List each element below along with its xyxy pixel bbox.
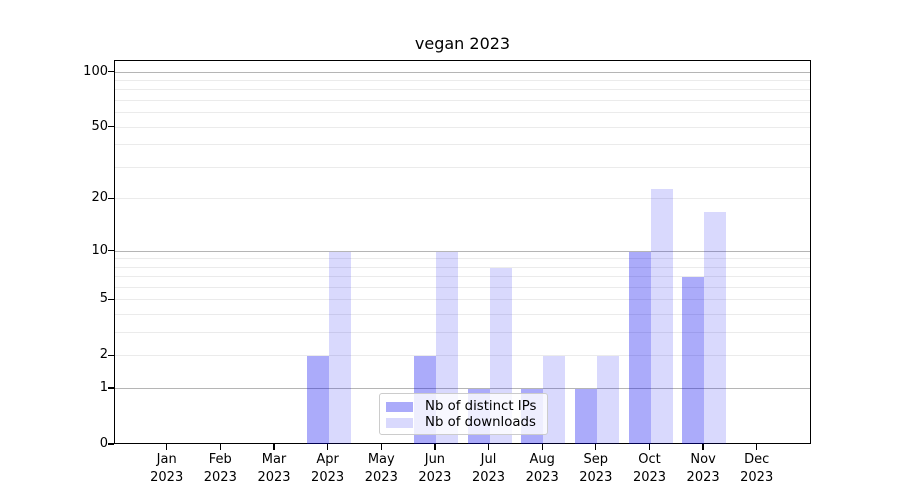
minor-gridline [115,112,810,114]
major-gridline [115,388,810,390]
legend-swatch-0 [386,401,413,412]
major-gridline [115,71,810,73]
bar-aug-2023-downloads [543,356,566,444]
minor-gridline [115,332,810,334]
legend-swatch-1 [386,417,413,428]
plot-area [114,60,811,444]
x-tick-mark [648,444,651,450]
legend-label-1: Nb of downloads [425,415,536,430]
y-tick-label-50: 50 [91,118,108,134]
bar-oct-2023-downloads [650,188,673,444]
y-tick-mark [108,197,114,199]
x-tick-label-mar: Mar 2023 [257,452,291,485]
y-tick-label-1: 1 [99,380,108,396]
y-tick-mark [108,298,114,301]
x-tick-mark [166,444,168,450]
x-tick-label-feb: Feb 2023 [203,452,237,485]
x-tick-mark [273,444,275,450]
minor-gridline [115,355,810,357]
legend-row-distinct-ips: Nb of distinct IPs [386,399,539,414]
x-tick-label-oct: Oct 2023 [632,452,667,485]
legend-label-0: Nb of distinct IPs [425,399,537,414]
y-tick-label-2: 2 [99,347,108,363]
minor-gridline [115,314,810,316]
y-tick-mark [108,249,114,252]
y-tick-mark [108,70,114,73]
minor-gridline [115,166,810,168]
bar-sep-2023-downloads [596,356,619,444]
minor-gridline [115,80,810,81]
x-tick-label-aug: Aug 2023 [525,452,559,485]
minor-gridline [115,276,810,278]
chart-title: vegan 2023 [414,34,511,53]
x-tick-mark [219,444,221,450]
minor-gridline [115,299,810,301]
bar-apr-2023-ips [306,356,329,444]
y-tick-mark [108,443,114,445]
y-tick-label-10: 10 [91,242,108,258]
x-tick-mark [487,444,490,450]
x-tick-mark [326,444,329,450]
x-tick-label-jul: Jul 2023 [471,452,506,485]
y-tick-label-100: 100 [83,63,108,79]
minor-gridline [115,126,810,128]
bar-nov-2023-ips [682,277,705,444]
x-tick-label-sep: Sep 2023 [579,452,613,485]
minor-gridline [115,144,810,146]
y-tick-mark [108,126,114,128]
y-tick-label-0: 0 [99,436,108,451]
minor-gridline [115,266,810,268]
legend-row-downloads: Nb of downloads [386,415,539,430]
minor-gridline [115,287,810,288]
bar-sep-2023-ips [574,389,597,444]
legend: Nb of distinct IPs Nb of downloads [379,393,548,435]
minor-gridline [115,258,810,260]
y-tick-label-5: 5 [99,291,108,307]
bar-oct-2023-ips [628,251,651,444]
x-tick-mark [702,444,704,450]
minor-gridline [115,100,810,101]
minor-gridline [115,198,810,200]
y-tick-mark [108,354,114,356]
x-tick-label-dec: Dec 2023 [740,452,774,485]
x-tick-label-nov: Nov 2023 [686,452,720,485]
x-tick-mark [595,444,597,450]
y-tick-label-20: 20 [91,190,108,206]
x-tick-mark [434,444,436,450]
x-tick-label-jun: Jun 2023 [418,452,452,485]
bar-apr-2023-downloads [328,251,351,444]
x-tick-mark [380,444,382,450]
x-tick-mark [541,444,543,450]
x-tick-label-apr: Apr 2023 [311,452,345,485]
y-tick-mark [108,387,114,389]
x-tick-label-may: May 2023 [364,452,398,485]
x-tick-mark [756,444,758,450]
minor-gridline [115,89,810,91]
x-tick-label-jan: Jan 2023 [150,452,184,485]
bar-nov-2023-downloads [704,211,727,444]
major-gridline [115,250,810,252]
